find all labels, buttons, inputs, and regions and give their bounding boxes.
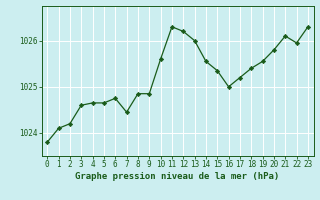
X-axis label: Graphe pression niveau de la mer (hPa): Graphe pression niveau de la mer (hPa) bbox=[76, 172, 280, 181]
